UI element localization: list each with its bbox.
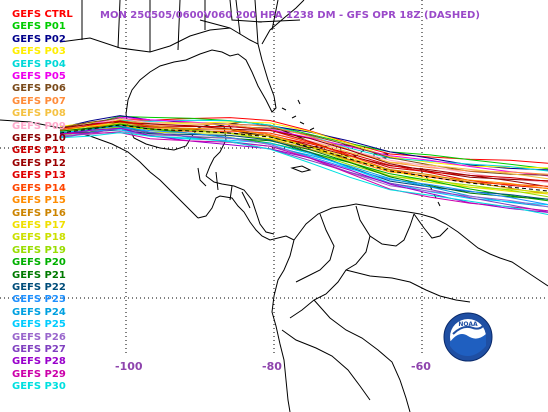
member-contour-line xyxy=(59,127,548,213)
member-contour-line xyxy=(59,123,548,202)
noaa-logo: NOAA xyxy=(443,312,493,362)
member-contour-line xyxy=(59,119,548,172)
longitude-label: -100 xyxy=(115,360,143,373)
ensemble-contours xyxy=(59,115,548,215)
legend-item: GEFS P26 xyxy=(12,331,66,343)
legend-item: GEFS P14 xyxy=(12,182,66,194)
noaa-logo-text: NOAA xyxy=(458,321,478,328)
legend-item: GEFS CTRL xyxy=(12,9,73,20)
member-legend: GEFS CTRL GEFS P01 GEFS P02 GEFS P03 GEFS P0… xyxy=(12,9,73,394)
legend-item: GEFS P24 xyxy=(12,306,66,318)
legend-item: GEFS P18 xyxy=(12,232,66,244)
operational-contour-line xyxy=(59,124,548,192)
legend-item: GEFS P06 xyxy=(12,83,66,95)
legend-item: GEFS P23 xyxy=(12,294,66,306)
map-title: MON 250505/0600V060 200 HPA 1238 DM - GF… xyxy=(100,10,480,21)
legend-item: GEFS P01 xyxy=(12,21,66,33)
legend-item: GEFS P02 xyxy=(12,33,66,45)
legend-item: GEFS P22 xyxy=(12,281,66,293)
legend-item: GEFS P07 xyxy=(12,95,66,107)
legend-item: GEFS P25 xyxy=(12,319,66,331)
legend-item: GEFS P19 xyxy=(12,244,66,256)
legend-item: GEFS P15 xyxy=(12,195,66,207)
legend-item: GEFS P27 xyxy=(12,343,66,355)
member-contour-line xyxy=(59,130,548,208)
legend-item: GEFS P03 xyxy=(12,46,66,58)
legend-item: GEFS P20 xyxy=(12,257,66,269)
legend-item: GEFS P10 xyxy=(12,133,66,145)
longitude-label: -80 xyxy=(262,360,282,373)
legend-item: GEFS P08 xyxy=(12,108,66,120)
legend-item: GEFS P12 xyxy=(12,157,66,169)
graticule xyxy=(0,0,548,356)
legend-item: GEFS P30 xyxy=(12,381,66,393)
legend-item: GEFS P21 xyxy=(12,269,66,281)
legend-item: GEFS P09 xyxy=(12,120,66,132)
member-contour-line xyxy=(59,132,548,215)
legend-item: GEFS P16 xyxy=(12,207,66,219)
legend-item: GEFS P11 xyxy=(12,145,66,157)
legend-item: GEFS P17 xyxy=(12,219,66,231)
legend-item: GEFS P13 xyxy=(12,170,66,182)
member-contour-line xyxy=(59,125,548,200)
legend-item: GEFS P29 xyxy=(12,368,66,380)
member-contour-line xyxy=(59,118,548,183)
member-contour-line xyxy=(59,116,548,177)
legend-item: GEFS P28 xyxy=(12,356,66,368)
legend-item: GEFS P04 xyxy=(12,58,66,70)
longitude-label: -60 xyxy=(411,360,431,373)
legend-item: GEFS P05 xyxy=(12,71,66,83)
member-contour-line xyxy=(59,122,548,195)
member-contour-line xyxy=(59,129,548,206)
